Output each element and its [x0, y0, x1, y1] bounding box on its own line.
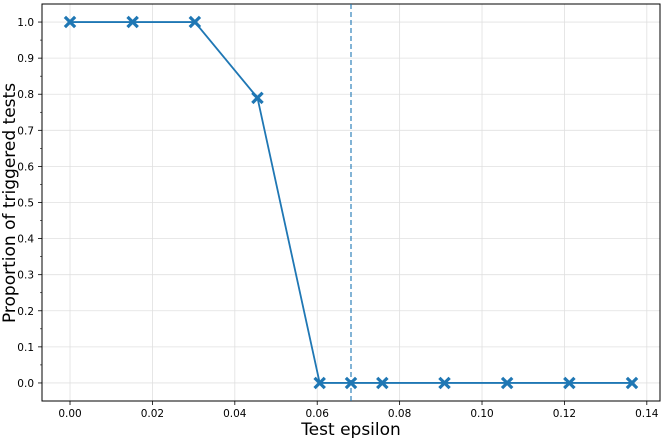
y-tick-label: 0.1 — [17, 342, 34, 354]
x-tick-label: 0.10 — [470, 408, 493, 420]
x-tick-label: 0.02 — [141, 408, 164, 420]
x-tick-label: 0.12 — [553, 408, 576, 420]
x-axis-label: Test epsilon — [300, 420, 401, 438]
plot-area — [63, 4, 639, 401]
y-axis-label: Proportion of triggered tests — [0, 83, 20, 323]
y-tick-label: 0.7 — [17, 125, 34, 137]
y-tick-label: 1.0 — [17, 17, 34, 29]
y-tick-label: 0.4 — [17, 234, 34, 246]
y-tick-label: 0.8 — [17, 89, 34, 101]
y-tick-label: 0.5 — [17, 198, 34, 210]
data-point-marker — [438, 376, 451, 390]
data-point-marker — [376, 376, 389, 390]
y-tick-label: 0.2 — [17, 306, 34, 318]
x-tick-label: 0.06 — [306, 408, 330, 420]
x-tick-label: 0.04 — [223, 408, 247, 420]
data-point-marker — [313, 376, 326, 390]
y-tick-label: 0.9 — [17, 53, 34, 65]
x-tick-label: 0.14 — [635, 408, 659, 420]
data-point-marker — [625, 376, 639, 390]
x-tick-label: 0.00 — [58, 408, 81, 420]
data-point-marker — [63, 15, 77, 29]
data-point-marker — [251, 91, 264, 105]
data-point-marker — [344, 376, 358, 390]
data-point-marker — [188, 15, 202, 29]
x-tick-label: 0.08 — [388, 408, 411, 420]
data-point-marker — [126, 15, 139, 29]
data-point-marker — [500, 376, 514, 390]
y-tick-label: 0.3 — [17, 270, 34, 282]
data-point-marker — [563, 376, 576, 390]
axes: 0.00 0.02 0.04 0.06 0.08 0.10 0.12 0.14 0.0 0.1 0.… — [17, 3, 661, 420]
y-tick-label: 0.6 — [17, 161, 34, 173]
y-tick-label: 0.0 — [17, 378, 34, 390]
